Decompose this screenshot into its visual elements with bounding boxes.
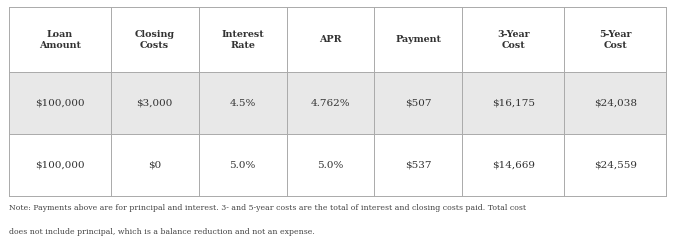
Text: 5.0%: 5.0% bbox=[230, 161, 256, 170]
Bar bbox=[9, 7, 666, 72]
Text: 4.762%: 4.762% bbox=[310, 99, 350, 108]
Text: $537: $537 bbox=[405, 161, 431, 170]
Text: 3-Year
Cost: 3-Year Cost bbox=[497, 30, 530, 50]
Text: Closing
Costs: Closing Costs bbox=[135, 30, 175, 50]
Text: Payment: Payment bbox=[396, 35, 441, 45]
Text: Interest
Rate: Interest Rate bbox=[221, 30, 264, 50]
Text: $0: $0 bbox=[148, 161, 161, 170]
Bar bbox=[9, 134, 666, 196]
Text: $24,038: $24,038 bbox=[594, 99, 637, 108]
Text: Note: Payments above are for principal and interest. 3- and 5-year costs are the: Note: Payments above are for principal a… bbox=[9, 204, 526, 212]
Text: 4.5%: 4.5% bbox=[230, 99, 256, 108]
Text: $16,175: $16,175 bbox=[492, 99, 535, 108]
Bar bbox=[9, 72, 666, 134]
Text: $24,559: $24,559 bbox=[594, 161, 637, 170]
Text: 5-Year
Cost: 5-Year Cost bbox=[599, 30, 632, 50]
Text: Loan
Amount: Loan Amount bbox=[38, 30, 81, 50]
Text: $3,000: $3,000 bbox=[136, 99, 173, 108]
Text: $507: $507 bbox=[405, 99, 431, 108]
Text: APR: APR bbox=[319, 35, 342, 45]
Text: does not include principal, which is a balance reduction and not an expense.: does not include principal, which is a b… bbox=[9, 228, 315, 236]
Text: $100,000: $100,000 bbox=[35, 161, 84, 170]
Text: 5.0%: 5.0% bbox=[317, 161, 344, 170]
Text: $100,000: $100,000 bbox=[35, 99, 84, 108]
Text: $14,669: $14,669 bbox=[492, 161, 535, 170]
